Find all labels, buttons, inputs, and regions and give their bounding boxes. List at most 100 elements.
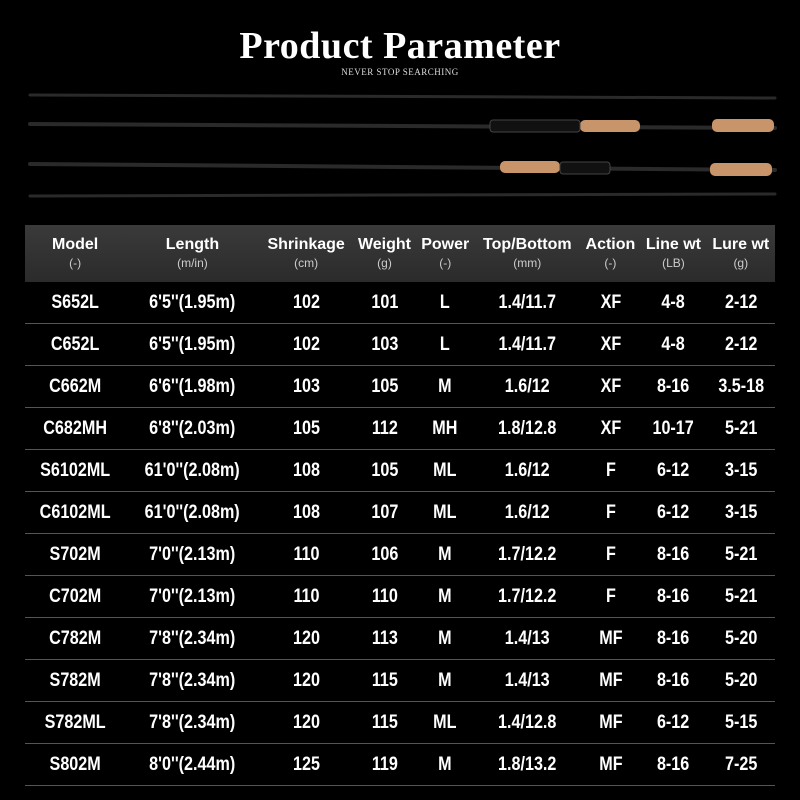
table-cell: 8-16 <box>645 659 702 702</box>
table-cell: 1.7/12.2 <box>482 575 573 618</box>
table-cell: 5-15 <box>711 701 770 744</box>
table-cell: 108 <box>266 491 346 534</box>
column-header: Shrinkage (cm) <box>259 225 353 282</box>
table-cell: 7-25 <box>711 743 770 786</box>
table-row: S652L 6'5''(1.95m) 102 101 L 1.4/11.7 XF 4-8 2-1… <box>25 282 775 324</box>
column-label: Line wt <box>645 235 701 253</box>
table-cell: 8-16 <box>645 575 702 618</box>
column-unit: (-) <box>69 255 82 270</box>
table-cell: S782ML <box>32 701 118 744</box>
rod-2 <box>28 162 777 172</box>
cork-grip <box>710 163 772 176</box>
column-header: Top/Bottom (mm) <box>474 225 581 282</box>
table-cell: 2-12 <box>711 323 770 366</box>
table-row: S782ML 7'8''(2.34m) 120 115 ML 1.4/12.8 MF 6-12… <box>25 701 775 744</box>
table-cell: 113 <box>357 617 412 660</box>
cork-grip <box>712 119 774 132</box>
table-cell: 6'8''(2.03m) <box>135 407 250 450</box>
table-cell: S802M <box>32 743 118 786</box>
table-cell: 4-8 <box>645 323 702 366</box>
column-unit: (g) <box>733 255 749 270</box>
column-label: Weight <box>357 235 411 253</box>
table-cell: M <box>420 575 470 618</box>
table-cell: ML <box>420 701 470 744</box>
table-cell: 61'0''(2.08m) <box>135 449 250 492</box>
table-cell: 120 <box>266 659 346 702</box>
column-label: Model <box>52 235 99 253</box>
table-cell: 6-12 <box>645 701 702 744</box>
table-cell: 105 <box>266 407 346 450</box>
rod-1 <box>28 122 777 130</box>
table-cell: 3-15 <box>711 491 770 534</box>
column-header: Lure wt (g) <box>706 225 775 282</box>
column-header: Action (-) <box>580 225 641 282</box>
table-cell: MH <box>420 407 470 450</box>
table-row: S6102ML 61'0''(2.08m) 108 105 ML 1.6/12 F 6-12 3… <box>25 449 775 492</box>
table-cell: L <box>420 323 470 366</box>
table-cell: MF <box>584 743 636 786</box>
table-cell: 110 <box>357 575 412 618</box>
table-cell: 8-16 <box>645 365 702 408</box>
table-cell: 7'8''(2.34m) <box>135 617 250 660</box>
table-cell: M <box>420 743 470 786</box>
table-cell: 103 <box>357 323 412 366</box>
table-cell: ML <box>420 449 470 492</box>
cork-grip <box>500 161 560 173</box>
column-label: Shrinkage <box>267 235 345 253</box>
table-cell: XF <box>584 407 636 450</box>
fishing-rods-image <box>28 93 777 198</box>
rod-tip-1 <box>28 93 777 100</box>
table-cell: 10-17 <box>645 407 702 450</box>
table-cell: M <box>420 365 470 408</box>
table-cell: 105 <box>357 365 412 408</box>
table-cell: 1.6/12 <box>482 449 573 492</box>
column-label: Power <box>421 235 470 253</box>
table-cell: 1.6/12 <box>482 491 573 534</box>
table-cell: 5-21 <box>711 533 770 576</box>
table-cell: XF <box>584 282 636 324</box>
column-unit: (-) <box>604 255 617 270</box>
table-cell: XF <box>584 365 636 408</box>
table-cell: MF <box>584 701 636 744</box>
table-cell: 6'6''(1.98m) <box>135 365 250 408</box>
table-cell: 5-21 <box>711 575 770 618</box>
table-cell: 8-16 <box>645 617 702 660</box>
table-cell: 1.8/12.8 <box>482 407 573 450</box>
page-title: Product Parameter <box>239 25 561 67</box>
table-cell: 8'0''(2.44m) <box>135 743 250 786</box>
table-cell: 1.4/11.7 <box>482 323 573 366</box>
cork-grip <box>580 120 640 132</box>
table-cell: 6'5''(1.95m) <box>135 282 250 324</box>
table-cell: 5-20 <box>711 617 770 660</box>
column-label: Length <box>165 235 220 253</box>
table-cell: 1.4/13 <box>482 659 573 702</box>
table-cell: 61'0''(2.08m) <box>135 491 250 534</box>
table-cell: 8-16 <box>645 743 702 786</box>
table-row: S802M 8'0''(2.44m) 125 119 M 1.8/13.2 MF 8-16 7-… <box>25 743 775 786</box>
table-cell: 7'8''(2.34m) <box>135 659 250 702</box>
table-cell: 102 <box>266 323 346 366</box>
table-cell: 5-20 <box>711 659 770 702</box>
table-cell: 1.4/13 <box>482 617 573 660</box>
table-cell: S652L <box>32 282 118 324</box>
table-cell: MF <box>584 617 636 660</box>
table-row: C702M 7'0''(2.13m) 110 110 M 1.7/12.2 F 8-16 5-2… <box>25 575 775 618</box>
reel-seat <box>559 161 611 175</box>
column-header: Power (-) <box>416 225 475 282</box>
column-label: Lure wt <box>712 235 770 253</box>
table-cell: M <box>420 617 470 660</box>
table-cell: S702M <box>32 533 118 576</box>
table-cell: 5-21 <box>711 407 770 450</box>
table-row: C652L 6'5''(1.95m) 102 103 L 1.4/11.7 XF 4-8 2-1… <box>25 323 775 366</box>
table-cell: 112 <box>357 407 412 450</box>
table-cell: F <box>584 533 636 576</box>
table-cell: 119 <box>357 743 412 786</box>
column-header: Weight (g) <box>352 225 417 282</box>
table-cell: 7'8''(2.34m) <box>135 701 250 744</box>
table-cell: 120 <box>266 701 346 744</box>
table-cell: 120 <box>266 617 346 660</box>
table-cell: S782M <box>32 659 118 702</box>
table-cell: C652L <box>32 323 118 366</box>
table-cell: 1.7/12.2 <box>482 533 573 576</box>
table-cell: 1.8/13.2 <box>482 743 573 786</box>
